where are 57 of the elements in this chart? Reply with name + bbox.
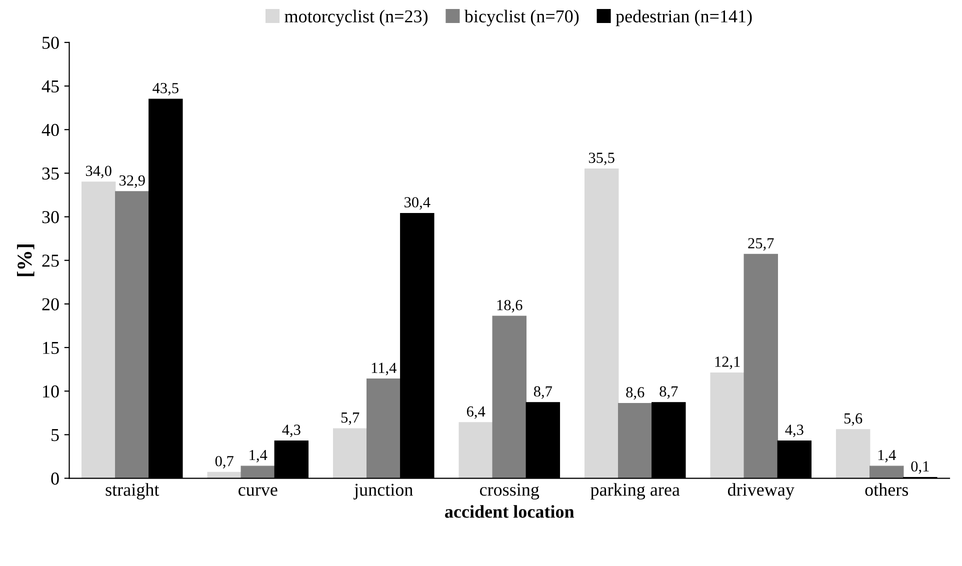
- bar: [366, 378, 401, 478]
- y-tick-label: 10: [43, 385, 59, 398]
- y-tick-label: 0: [51, 472, 59, 485]
- data-label: 18,6: [497, 300, 522, 312]
- legend-label: pedestrian (n=141): [616, 10, 752, 26]
- data-label: 34,0: [86, 166, 112, 178]
- x-axis-title: accident location: [445, 505, 574, 518]
- data-label: 8,7: [660, 386, 678, 399]
- data-label: 5,7: [341, 412, 360, 425]
- bar: [458, 422, 493, 478]
- y-tick-label: 25: [42, 254, 59, 267]
- x-tick-label: straight: [106, 483, 160, 500]
- bar: [115, 191, 150, 478]
- y-tick-label: 35: [42, 168, 59, 180]
- x-tick-label: junction: [354, 484, 413, 500]
- x-tick-label: driveway: [728, 483, 794, 500]
- bar: [870, 466, 904, 478]
- data-label: 43,5: [152, 82, 178, 96]
- bar: [618, 402, 652, 478]
- y-tick-label: 40: [42, 124, 59, 136]
- data-label: 25,7: [748, 238, 774, 251]
- data-label: 8,7: [534, 386, 552, 399]
- y-axis-title: [%]: [17, 244, 34, 276]
- data-label: 12,1: [715, 356, 740, 370]
- data-label: 4,3: [282, 424, 300, 438]
- bar: [240, 466, 275, 478]
- y-tick-label: 45: [42, 80, 59, 92]
- bar: [81, 182, 116, 478]
- data-label: 30,4: [404, 197, 430, 210]
- y-tick-label: 50: [42, 36, 59, 49]
- y-tick-label: 5: [52, 429, 59, 442]
- bar: [836, 429, 870, 478]
- x-tick-label: crossing: [480, 484, 540, 500]
- bar: [744, 254, 778, 478]
- bar: [332, 428, 368, 478]
- data-label: 4,3: [785, 424, 804, 438]
- data-label: 6,4: [466, 406, 486, 419]
- data-label: 1,4: [250, 450, 268, 462]
- data-label: 11,4: [372, 362, 396, 376]
- legend-label: motorcyclist (n=23): [284, 10, 428, 26]
- data-label: 0,1: [911, 461, 929, 474]
- data-label: 35,5: [588, 152, 614, 166]
- bar: [584, 168, 619, 478]
- data-label: 5,6: [844, 413, 862, 426]
- y-tick-label: 15: [43, 342, 59, 354]
- bar: [492, 316, 526, 478]
- data-label: 1,4: [878, 450, 896, 462]
- data-label: 0,7: [215, 456, 234, 468]
- data-label: 8,6: [626, 387, 644, 400]
- data-label: 32,9: [120, 175, 145, 188]
- bar: [710, 372, 744, 478]
- x-tick-label: curve: [238, 487, 278, 496]
- y-tick-label: 30: [42, 211, 59, 224]
- legend-label: bicyclist (n=70): [464, 10, 579, 26]
- x-tick-label: parking area: [590, 483, 680, 500]
- x-tick-label: others: [865, 483, 908, 496]
- y-tick-label: 20: [42, 298, 59, 310]
